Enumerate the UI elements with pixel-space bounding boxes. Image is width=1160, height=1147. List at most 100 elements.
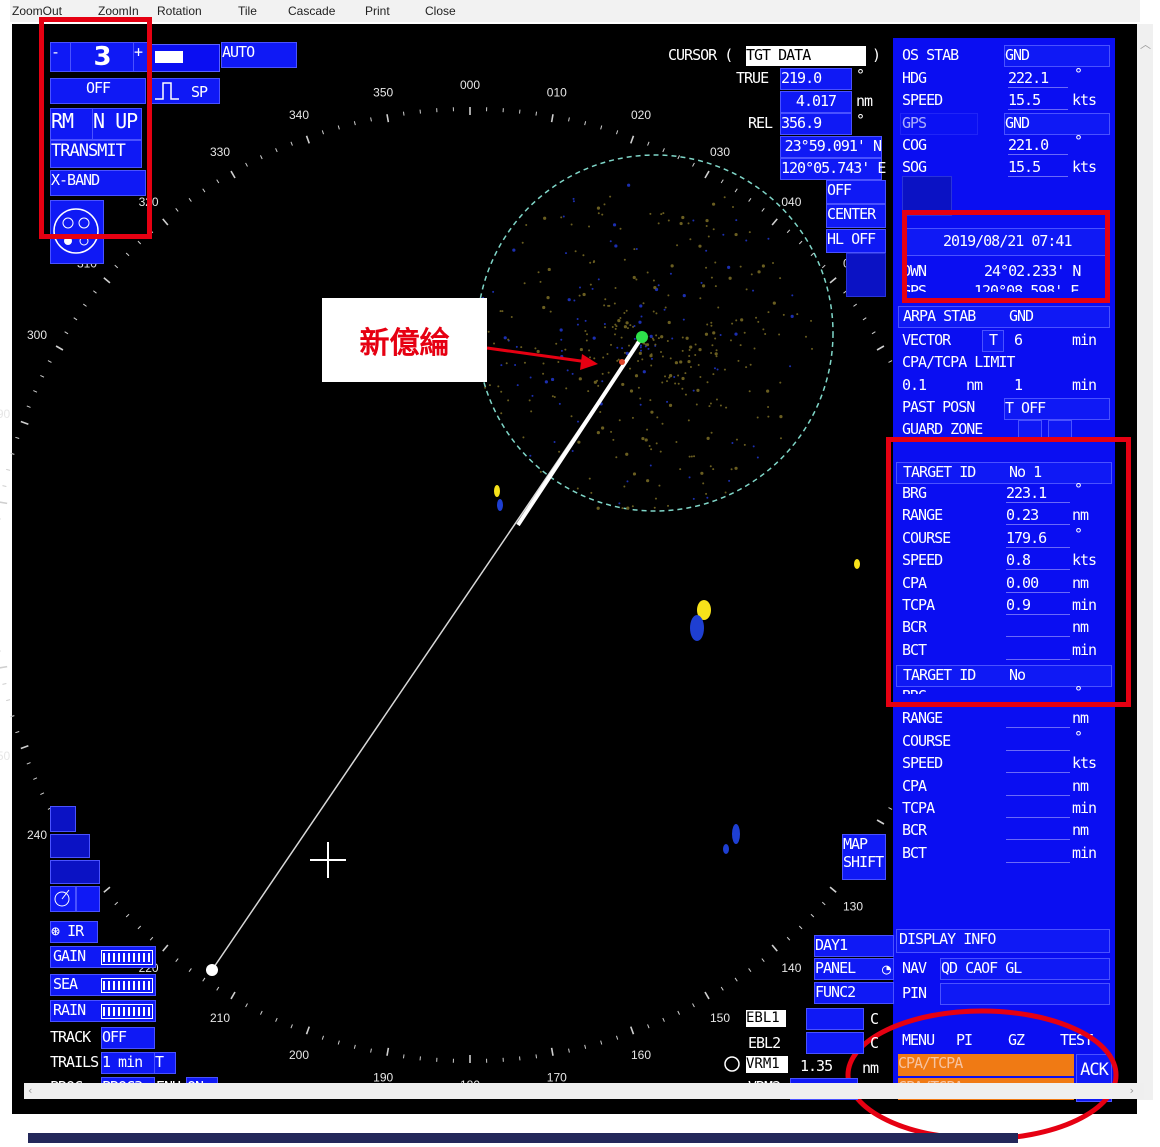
- clutter-dot: [650, 448, 653, 451]
- small-button-1[interactable]: [50, 806, 76, 832]
- clutter-dot: [543, 216, 547, 220]
- display-mode-button[interactable]: [50, 200, 104, 264]
- dim-button[interactable]: [846, 253, 886, 297]
- clutter-dot: [560, 216, 563, 219]
- track-button[interactable]: OFF: [101, 1027, 155, 1049]
- os-row-label[interactable]: SOG: [902, 158, 927, 176]
- clutter-dot: [546, 296, 550, 300]
- bearing-tick: [10, 715, 15, 718]
- clutter-dot: [487, 330, 490, 333]
- pi-button[interactable]: PI: [956, 1031, 973, 1049]
- off-button[interactable]: OFF: [50, 78, 146, 104]
- clutter-dot: [679, 360, 683, 364]
- offcenter-button[interactable]: [50, 886, 76, 912]
- sea-level-bar[interactable]: [101, 978, 153, 993]
- day1-button[interactable]: DAY1: [814, 935, 894, 957]
- auto-label: AUTO: [222, 43, 255, 61]
- past-posn-button[interactable]: T OFF: [1004, 398, 1110, 420]
- os-row-label[interactable]: HDG: [902, 69, 927, 87]
- gain-slider-top[interactable]: [150, 44, 220, 72]
- scroll-left-icon[interactable]: ‹: [28, 1084, 33, 1097]
- own-label: OWN: [902, 262, 927, 280]
- target2-row-unit: nm: [1072, 821, 1089, 840]
- bearing-tick: [550, 1047, 554, 1056]
- bearing-tick: [748, 968, 752, 973]
- gain-control[interactable]: GAIN: [50, 946, 156, 968]
- os-row-label[interactable]: SPEED: [902, 91, 943, 109]
- clutter-dot: [570, 223, 573, 226]
- menu-zoomin[interactable]: ZoomIn: [98, 4, 139, 18]
- vector-mode-button[interactable]: T: [982, 330, 1004, 352]
- bearing-tick: [798, 240, 803, 245]
- clutter-dot: [625, 309, 628, 312]
- trails-value: 1 min: [102, 1053, 143, 1071]
- clutter-dot: [615, 325, 618, 328]
- clutter-dot: [750, 273, 753, 276]
- gps-button[interactable]: [900, 113, 978, 135]
- scroll-up-icon[interactable]: ︿: [1140, 38, 1151, 51]
- ir-button[interactable]: ⊛ IR: [50, 921, 98, 943]
- bearing-tick: [64, 331, 69, 335]
- center-off-button[interactable]: OFF: [826, 180, 886, 204]
- trails-mode-button[interactable]: T: [154, 1052, 176, 1074]
- clutter-dot: [603, 304, 606, 307]
- vertical-scrollbar[interactable]: ︿: [1137, 24, 1153, 1100]
- clutter-dot: [623, 258, 626, 261]
- clutter-dot: [576, 323, 579, 326]
- menu-close[interactable]: Close: [425, 4, 456, 18]
- trails-button[interactable]: 1 min: [101, 1052, 155, 1074]
- clutter-dot: [668, 376, 671, 379]
- rain-level-bar[interactable]: [101, 1004, 153, 1019]
- gain-level-bar[interactable]: [101, 950, 153, 965]
- os-row-label[interactable]: GPS: [902, 114, 927, 132]
- bearing-tick: [600, 1040, 603, 1045]
- rain-control[interactable]: RAIN: [50, 1000, 156, 1022]
- menu-print[interactable]: Print: [365, 4, 390, 18]
- center-button[interactable]: CENTER: [826, 204, 886, 228]
- small-button-3[interactable]: [50, 860, 100, 884]
- window-menubar: ZoomOut ZoomIn Rotation Tile Cascade Pri…: [10, 0, 1140, 22]
- menu-button[interactable]: MENU: [902, 1031, 935, 1049]
- nup-button[interactable]: N UP: [92, 108, 142, 140]
- sea-level-tick: [143, 981, 145, 990]
- horizontal-scrollbar[interactable]: ‹ ›: [24, 1083, 1144, 1099]
- rm-button[interactable]: RM: [50, 108, 94, 140]
- os-row-label[interactable]: OS STAB: [902, 46, 959, 64]
- scroll-right-icon[interactable]: ›: [1129, 1084, 1134, 1097]
- sea-control[interactable]: SEA: [50, 974, 156, 996]
- clutter-dot: [623, 485, 626, 488]
- target-marker[interactable]: [619, 359, 625, 365]
- func2-button[interactable]: FUNC2: [814, 982, 894, 1004]
- small-button-4[interactable]: [76, 886, 100, 912]
- clutter-dot: [735, 438, 738, 441]
- xband-button[interactable]: X-BAND: [50, 170, 146, 196]
- clutter-dot: [620, 336, 623, 339]
- clutter-dot: [789, 365, 792, 368]
- cursor-mode-field[interactable]: TGT DATA: [746, 46, 866, 66]
- hl-off-button[interactable]: HL OFF: [826, 229, 886, 253]
- bearing-tick: [771, 944, 778, 952]
- menu-zoomout[interactable]: ZoomOut: [12, 4, 63, 18]
- ebl2-button[interactable]: EBL2: [748, 1034, 781, 1052]
- os-row-label[interactable]: COG: [902, 136, 927, 154]
- bearing-tick: [353, 1044, 356, 1049]
- bearing-tick: [0, 650, 1, 652]
- os-row-unit: °: [1074, 132, 1083, 150]
- vrm1-button[interactable]: VRM1: [746, 1056, 788, 1073]
- map-shift-button[interactable]: MAP SHIFT: [842, 834, 886, 880]
- clutter-dot: [586, 333, 589, 336]
- menu-tile[interactable]: Tile: [238, 4, 257, 18]
- gz-button[interactable]: GZ: [1008, 1031, 1025, 1049]
- panel-button[interactable]: PANEL ◔: [814, 958, 894, 980]
- small-button-2[interactable]: [50, 834, 90, 858]
- clutter-dot: [709, 402, 712, 405]
- menu-rotation[interactable]: Rotation: [157, 4, 202, 18]
- ebl1-button[interactable]: EBL1: [746, 1010, 786, 1027]
- clutter-dot: [607, 371, 610, 374]
- target1-row-value: 179.6: [1006, 529, 1070, 548]
- auto-button[interactable]: AUTO: [221, 42, 297, 68]
- menu-cascade[interactable]: Cascade: [288, 4, 336, 18]
- clutter-dot: [515, 345, 518, 348]
- pulse-button[interactable]: SP: [148, 78, 220, 104]
- transmit-button[interactable]: TRANSMIT: [50, 140, 142, 168]
